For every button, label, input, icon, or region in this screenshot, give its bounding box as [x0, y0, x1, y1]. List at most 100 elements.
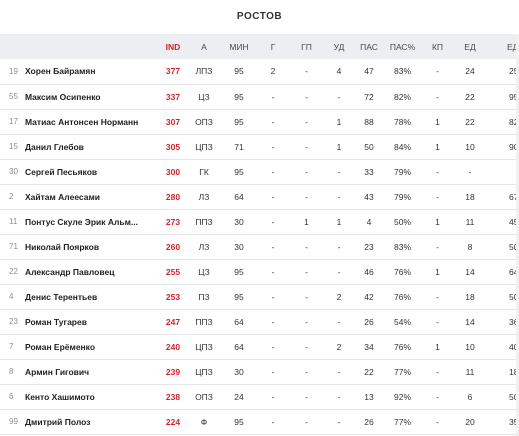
player-assists: -	[305, 266, 308, 277]
player-goals: 2	[270, 66, 276, 77]
player-minutes: 64	[234, 316, 244, 327]
table-row[interactable]: 30 Сергей Песьяков 300 ГК 95 - - - 33 79% - - -	[0, 159, 519, 184]
player-pass-pct: 79%	[393, 166, 411, 177]
player-number: 17	[9, 117, 18, 126]
player-assists: -	[305, 166, 308, 177]
player-assists: -	[305, 391, 308, 402]
player-pass-pct: 79%	[393, 191, 411, 202]
player-name[interactable]: Понтус Скуле Эрик Альм...	[25, 216, 139, 227]
player-name[interactable]: Матиас Антонсен Норманн	[25, 116, 139, 127]
player-duels: 10	[465, 141, 475, 152]
team-title: РОСТОВ	[236, 11, 283, 22]
column-header-passes[interactable]: ПАС	[360, 41, 378, 52]
player-duels: 6	[467, 391, 473, 402]
table-row[interactable]: 17 Матиас Антонсен Норманн 307 ОПЗ 95 - - 1 88 78…	[0, 109, 519, 134]
player-position: ЦПЗ	[195, 141, 213, 152]
scrollbar[interactable]	[516, 34, 519, 436]
player-ind: 253	[165, 291, 181, 302]
column-header-key-passes[interactable]: КП	[431, 41, 444, 52]
table-row[interactable]: 99 Дмитрий Полоз 224 Ф 95 - - - 26 77% - 20 35%	[0, 409, 519, 434]
table-row[interactable]: 22 Александр Павловец 255 ЦЗ 95 - - - 46 76% 1 14 64…	[0, 259, 519, 284]
table-row[interactable]: 23 Роман Тугарев 247 ППЗ 64 - - - 26 54% - 14 36%	[0, 309, 519, 334]
column-header-shots[interactable]: УД	[333, 41, 345, 52]
column-header-name	[25, 34, 159, 59]
player-goals: -	[271, 366, 275, 377]
player-key-passes: 1	[435, 141, 440, 152]
player-key-passes: -	[436, 291, 439, 302]
player-passes: 72	[364, 91, 374, 102]
player-passes: 23	[364, 241, 374, 252]
player-shots: -	[337, 366, 341, 377]
player-assists: -	[305, 316, 308, 327]
player-position: ЛЗ	[198, 241, 210, 252]
player-ind: 305	[165, 141, 181, 152]
player-passes: 22	[364, 366, 374, 377]
table-row[interactable]: 4 Денис Терентьев 253 ПЗ 95 - - 2 42 76% - 18 50%	[0, 284, 519, 309]
player-passes: 43	[364, 191, 374, 202]
player-duels-pct: 50%	[508, 241, 519, 252]
player-name[interactable]: Хайтам Алеесами	[25, 191, 101, 202]
column-header-pass-pct[interactable]: ПАС%	[389, 41, 416, 52]
player-name[interactable]: Роман Ерёменко	[25, 341, 96, 352]
table-row[interactable]: 15 Данил Глебов 305 ЦПЗ 71 - - 1 50 84% 1 10 90%	[0, 134, 519, 159]
player-pass-pct: 83%	[393, 241, 411, 252]
column-header-ind[interactable]: IND	[165, 41, 181, 52]
player-minutes: 64	[234, 341, 244, 352]
table-row[interactable]: 6 Кенто Хашимото 238 ОПЗ 24 - - - 13 92% - 6 50%	[0, 384, 519, 409]
player-position: ЦПЗ	[195, 366, 213, 377]
player-key-passes: 1	[435, 341, 440, 352]
player-name[interactable]: Сергей Песьяков	[25, 166, 98, 177]
player-pass-pct: 92%	[393, 391, 411, 402]
player-ind: 300	[165, 166, 181, 177]
player-name[interactable]: Армин Гигович	[25, 366, 90, 377]
player-key-passes: -	[436, 241, 439, 252]
table-row[interactable]: 7 Роман Ерёменко 240 ЦПЗ 64 - - 2 34 76% 1 10 40%	[0, 334, 519, 359]
column-header-assists[interactable]: ГП	[301, 41, 312, 52]
table-row[interactable]: 71 Николай Поярков 260 ЛЗ 30 - - - 23 83% - 8 50%	[0, 234, 519, 259]
player-duels-pct: 40%	[508, 341, 519, 352]
player-position: ГК	[199, 166, 209, 177]
table-row[interactable]: 8 Армин Гигович 239 ЦПЗ 30 - - - 22 77% - 11 18%	[0, 359, 519, 384]
player-assists: -	[305, 141, 308, 152]
player-name[interactable]: Хорен Байрамян	[25, 66, 96, 77]
player-ind: 239	[165, 366, 181, 377]
player-ind: 240	[165, 341, 181, 352]
player-goals: -	[271, 191, 275, 202]
player-position: Ф	[200, 416, 208, 427]
player-name[interactable]: Роман Тугарев	[25, 316, 87, 327]
player-pass-pct: 76%	[393, 291, 411, 302]
player-name[interactable]: Данил Глебов	[25, 141, 84, 152]
player-goals: -	[271, 316, 275, 327]
player-duels-pct: 45%	[508, 216, 519, 227]
column-header-minutes[interactable]: МИН	[229, 41, 249, 52]
player-number: 71	[9, 242, 18, 251]
player-shots: 1	[336, 216, 342, 227]
player-name[interactable]: Кенто Хашимото	[25, 391, 95, 402]
player-name[interactable]: Максим Осипенко	[25, 91, 101, 102]
table-row[interactable]: 55 Максим Осипенко 337 ЦЗ 95 - - - 72 82% - 22 95%	[0, 84, 519, 109]
table-row[interactable]: 19 Хорен Байрамян 377 ЛПЗ 95 2 - 4 47 83% - 24 25%	[0, 59, 519, 84]
player-name[interactable]: Денис Терентьев	[25, 291, 98, 302]
table-header-row: IND А МИН Г ГП УД ПАС ПАС% КП ЕД ЕД%	[0, 34, 519, 59]
player-shots: -	[337, 191, 341, 202]
column-header-position[interactable]: А	[201, 41, 207, 52]
player-name[interactable]: Александр Павловец	[25, 266, 115, 277]
table-row[interactable]: 2 Хайтам Алеесами 280 ЛЗ 64 - - - 43 79% - 18 67%	[0, 184, 519, 209]
player-pass-pct: 76%	[393, 341, 411, 352]
column-header-duels-pct[interactable]: ЕД%	[507, 41, 519, 52]
player-name[interactable]: Дмитрий Полоз	[25, 416, 91, 427]
column-header-duels[interactable]: ЕД	[464, 41, 476, 52]
player-key-passes: 1	[435, 216, 440, 227]
player-minutes: 95	[234, 66, 244, 77]
table-row[interactable]: 11 Понтус Скуле Эрик Альм... 273 ППЗ 30-1 1 4 5…	[0, 209, 519, 234]
player-passes: 88	[364, 116, 374, 127]
player-number: 23	[9, 317, 18, 326]
player-number: 99	[9, 417, 18, 426]
column-header-goals[interactable]: Г	[270, 41, 276, 52]
player-goals: -	[271, 391, 275, 402]
player-assists: -	[305, 91, 308, 102]
player-name[interactable]: Николай Поярков	[25, 241, 100, 252]
player-duels: -	[468, 166, 472, 177]
player-number: 2	[9, 192, 14, 201]
